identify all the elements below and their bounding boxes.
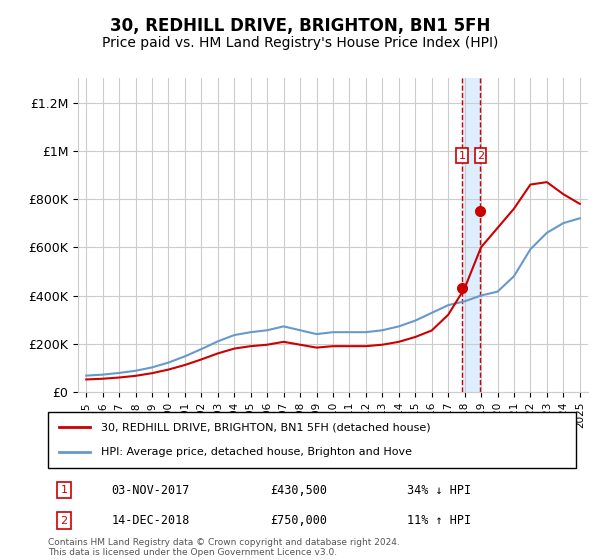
Text: 2: 2	[477, 151, 484, 161]
Text: Contains HM Land Registry data © Crown copyright and database right 2024.
This d: Contains HM Land Registry data © Crown c…	[48, 538, 400, 557]
FancyBboxPatch shape	[48, 412, 576, 468]
Text: HPI: Average price, detached house, Brighton and Hove: HPI: Average price, detached house, Brig…	[101, 447, 412, 457]
Text: 03-NOV-2017: 03-NOV-2017	[112, 483, 190, 497]
Text: Price paid vs. HM Land Registry's House Price Index (HPI): Price paid vs. HM Land Registry's House …	[102, 36, 498, 50]
Text: 1: 1	[458, 151, 466, 161]
Text: 1: 1	[61, 485, 67, 495]
Text: £750,000: £750,000	[270, 514, 327, 528]
Text: 30, REDHILL DRIVE, BRIGHTON, BN1 5FH: 30, REDHILL DRIVE, BRIGHTON, BN1 5FH	[110, 17, 490, 35]
Bar	[462, 78, 481, 392]
Text: 30, REDHILL DRIVE, BRIGHTON, BN1 5FH (detached house): 30, REDHILL DRIVE, BRIGHTON, BN1 5FH (de…	[101, 422, 430, 432]
Text: 34% ↓ HPI: 34% ↓ HPI	[407, 483, 471, 497]
Text: 11% ↑ HPI: 11% ↑ HPI	[407, 514, 471, 528]
Text: 14-DEC-2018: 14-DEC-2018	[112, 514, 190, 528]
Text: £430,500: £430,500	[270, 483, 327, 497]
Text: 2: 2	[60, 516, 67, 526]
